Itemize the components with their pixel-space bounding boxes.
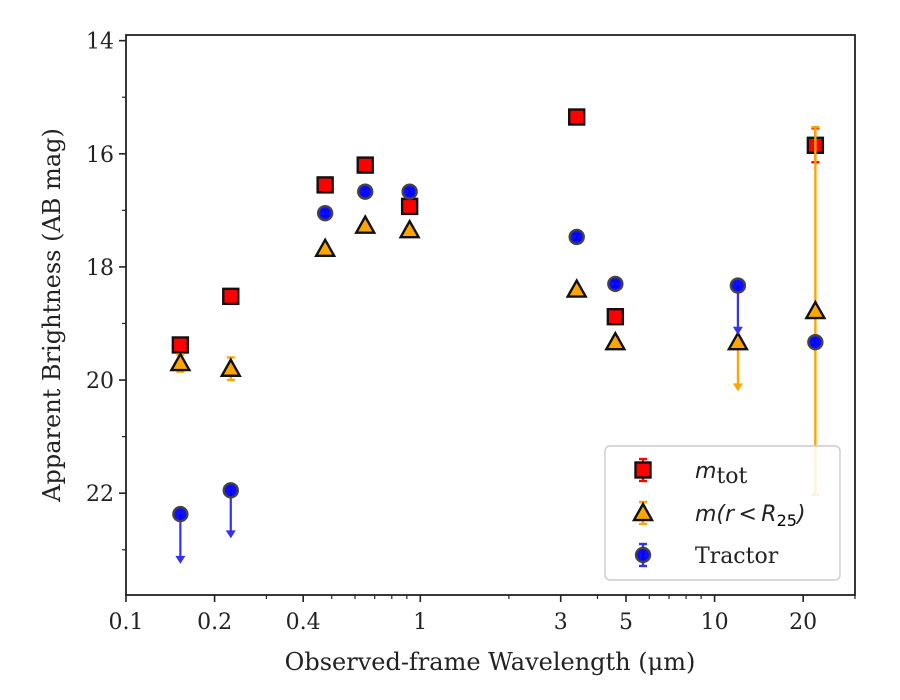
legend-box — [604, 445, 841, 581]
data-point — [398, 218, 421, 239]
data-point — [606, 307, 625, 326]
plot-area — [169, 108, 827, 564]
x-tick-label: 0.1 — [109, 610, 144, 635]
y-tick-label: 14 — [86, 30, 114, 55]
x-tick-label: 0.4 — [286, 610, 321, 635]
series-triangle — [169, 126, 827, 497]
data-point — [171, 336, 190, 354]
x-tick-label: 5 — [619, 610, 633, 635]
data-point — [222, 287, 240, 306]
data-point — [568, 108, 586, 126]
series-circle — [172, 183, 824, 564]
legend-label: m(r < R25) — [695, 502, 806, 530]
data-point — [400, 197, 419, 216]
x-axis-label: Observed-frame Wavelength (μm) — [285, 648, 696, 676]
plot-frame — [125, 34, 856, 596]
legend: mtot m(r < R25) Tractor — [604, 445, 841, 581]
data-point — [356, 156, 374, 174]
upper-limit-arrowhead — [175, 555, 186, 564]
data-point — [729, 277, 747, 294]
x-tick-label: 3 — [554, 610, 568, 635]
x-tick-label: 1 — [413, 610, 427, 635]
legend-label: mtot — [695, 459, 748, 489]
upper-limit-arrowhead — [732, 383, 743, 392]
data-point — [219, 357, 242, 377]
data-point — [357, 183, 374, 200]
axes: 0.1 0.2 0.4 1 3 5 10 20 14 16 18 20 22 — [86, 30, 856, 635]
upper-limit-arrowhead — [732, 326, 743, 335]
legend-label: Tractor — [695, 544, 779, 569]
x-tick-label: 0.2 — [197, 610, 232, 635]
x-tick-label: 10 — [701, 610, 729, 635]
y-axis-label: Apparent Brightness (AB mag) — [38, 128, 66, 503]
data-point — [568, 228, 585, 246]
series-square — [171, 108, 825, 354]
data-point — [169, 351, 192, 372]
data-point — [172, 505, 189, 523]
data-point — [565, 278, 588, 298]
data-point — [354, 214, 377, 234]
data-point — [607, 275, 624, 293]
y-tick-label: 22 — [86, 482, 114, 507]
data-point — [604, 330, 627, 351]
upper-limit-arrowhead — [225, 530, 236, 539]
data-point — [804, 299, 827, 320]
data-point — [316, 176, 334, 194]
data-point — [316, 204, 334, 222]
x-tick-label: 20 — [789, 610, 817, 635]
y-tick-label: 20 — [86, 369, 114, 394]
data-point — [401, 183, 418, 200]
legend-marker-circle — [634, 546, 652, 564]
y-tick-label: 18 — [86, 256, 114, 281]
data-point — [314, 237, 337, 258]
legend-marker-triangle — [631, 501, 655, 522]
data-point — [807, 333, 824, 351]
data-point — [222, 482, 239, 499]
legend-marker-square — [634, 461, 652, 479]
data-point — [726, 330, 749, 351]
y-tick-label: 16 — [86, 143, 114, 168]
